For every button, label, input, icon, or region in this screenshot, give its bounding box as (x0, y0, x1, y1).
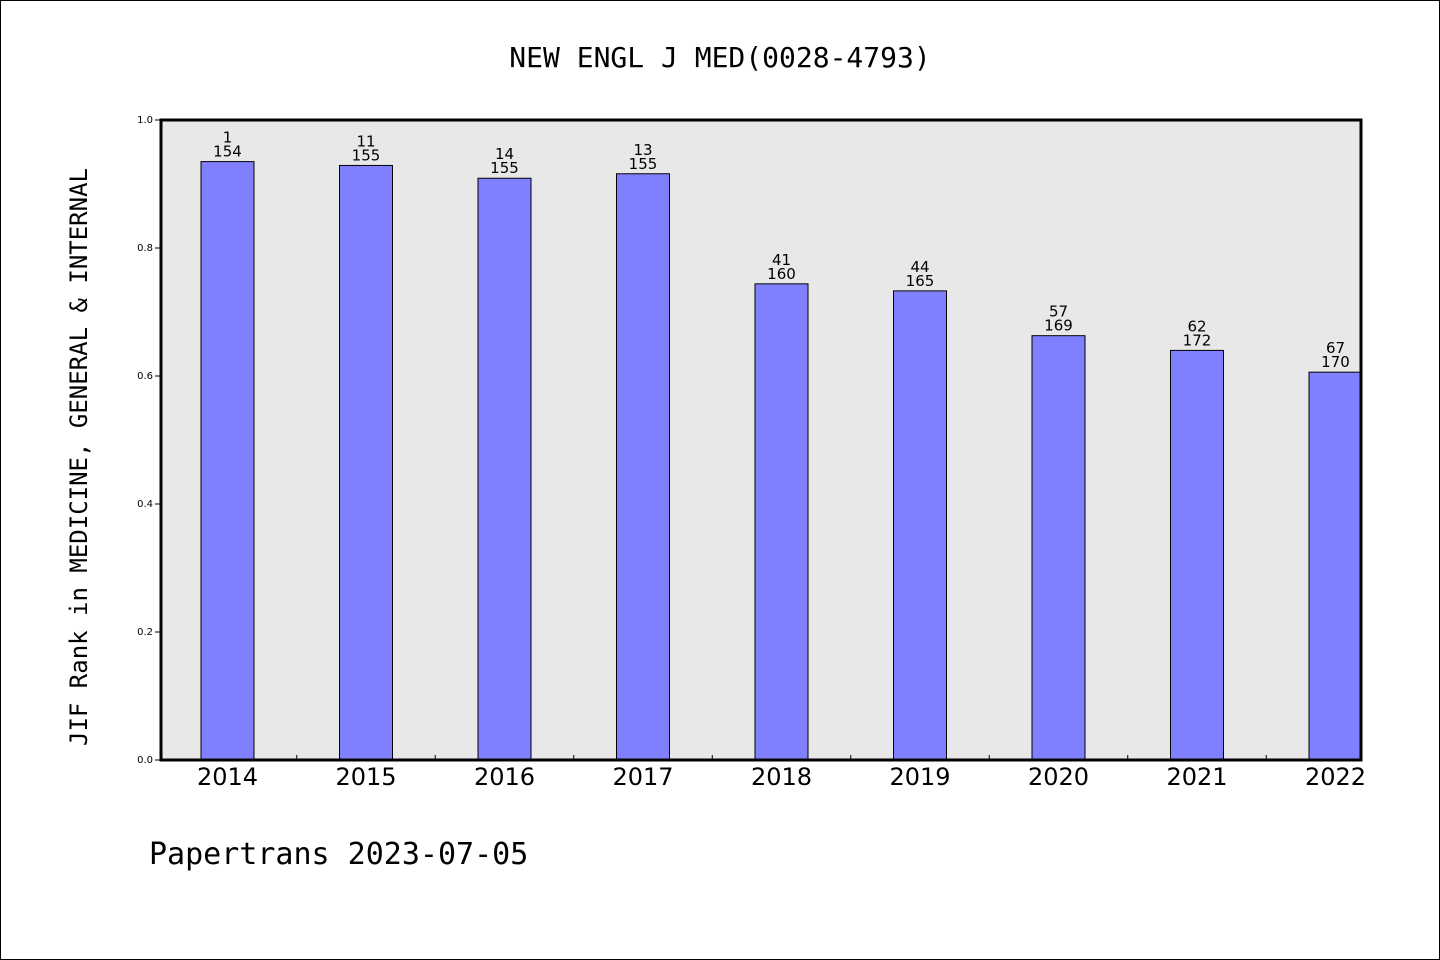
bar (1308, 371, 1363, 761)
bar-rank-label: 11 (356, 132, 375, 150)
chart-title: NEW ENGL J MED(0028-4793) (509, 41, 930, 74)
y-tick-label: 0.2 (137, 627, 153, 638)
y-tick-label: 0.0 (137, 755, 153, 766)
bar (200, 161, 255, 761)
y-axis-label: JIF Rank in MEDICINE, GENERAL & INTERNAL (65, 168, 93, 746)
x-tick-label: 2017 (612, 763, 673, 791)
bar-rank-label: 67 (1326, 339, 1345, 357)
x-tick-label: 2022 (1305, 763, 1366, 791)
bar (893, 290, 947, 761)
bars (200, 161, 1363, 761)
y-tick-label: 0.8 (137, 243, 153, 254)
bar (754, 283, 809, 761)
bar-rank-label: 44 (910, 258, 929, 276)
axis-ticks: 0.0 0.2 0.4 0.6 0.8 1.0 2014 2015 2016 2017 2018 20… (137, 115, 1366, 791)
y-tick-label: 0.4 (137, 499, 153, 510)
bar-total-label: 165 (906, 272, 935, 290)
bar (616, 173, 670, 761)
bar-rank-label: 13 (633, 141, 652, 159)
bar (1170, 349, 1224, 761)
bar-total-label: 155 (629, 155, 658, 173)
plot-frame (159, 118, 1363, 762)
bar-rank-label: 41 (772, 251, 791, 269)
bar-rank-label: 14 (495, 145, 514, 163)
bar-rank-label: 1 (223, 129, 233, 147)
bar (339, 164, 393, 761)
bar-total-label: 170 (1321, 353, 1350, 371)
x-tick-label: 2014 (197, 763, 258, 791)
y-tick-label: 0.6 (137, 371, 153, 382)
bar (1031, 335, 1086, 761)
x-tick-label: 2015 (335, 763, 396, 791)
x-tick-label: 2016 (474, 763, 535, 791)
bar-total-label: 169 (1044, 317, 1073, 335)
x-tick-label: 2020 (1028, 763, 1089, 791)
x-tick-label: 2021 (1166, 763, 1227, 791)
y-tick-label: 1.0 (137, 115, 153, 126)
bar-total-label: 155 (490, 159, 519, 177)
bar-rank-label: 57 (1049, 303, 1068, 321)
footer-text: Papertrans 2023-07-05 (149, 837, 528, 872)
x-tick-label: 2019 (889, 763, 950, 791)
bar (477, 177, 532, 761)
bar-total-label: 154 (213, 143, 242, 161)
x-tick-label: 2018 (751, 763, 812, 791)
bar-total-label: 172 (1183, 331, 1212, 349)
bar-rank-label: 62 (1187, 317, 1206, 335)
bar-total-label: 160 (767, 265, 796, 283)
bar-total-label: 155 (352, 146, 381, 164)
